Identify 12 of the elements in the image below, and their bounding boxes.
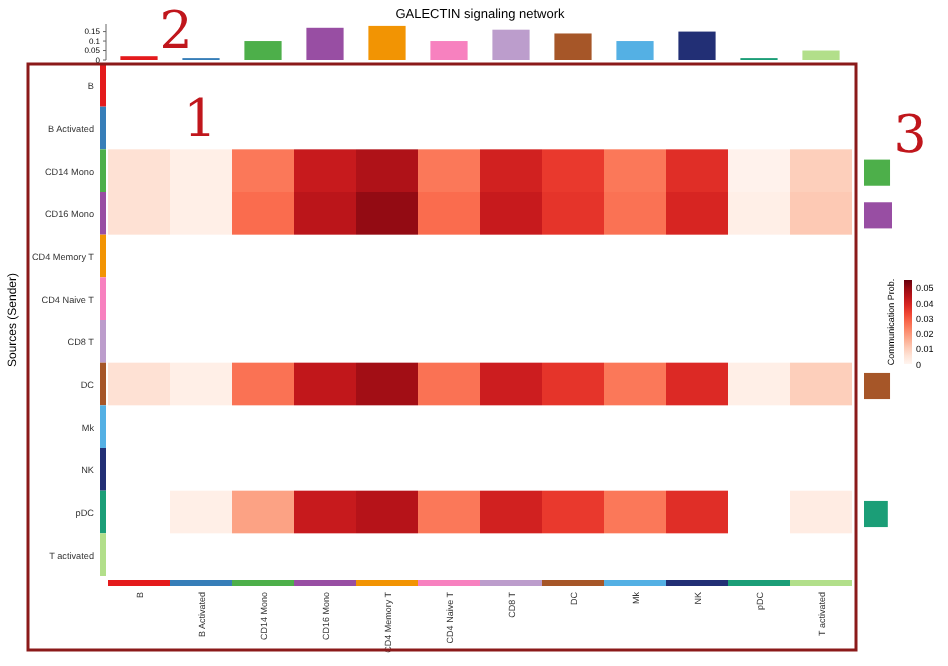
bar — [554, 33, 592, 60]
bar — [678, 31, 716, 60]
bar — [616, 41, 654, 60]
bar — [306, 27, 344, 60]
bar — [802, 50, 840, 60]
bar — [492, 29, 530, 60]
bar — [430, 41, 468, 60]
bar — [244, 41, 282, 60]
bar — [368, 25, 406, 60]
annotation: 2 — [159, 2, 193, 62]
annotation: 1 — [183, 90, 217, 150]
text: 3 — [893, 106, 927, 166]
